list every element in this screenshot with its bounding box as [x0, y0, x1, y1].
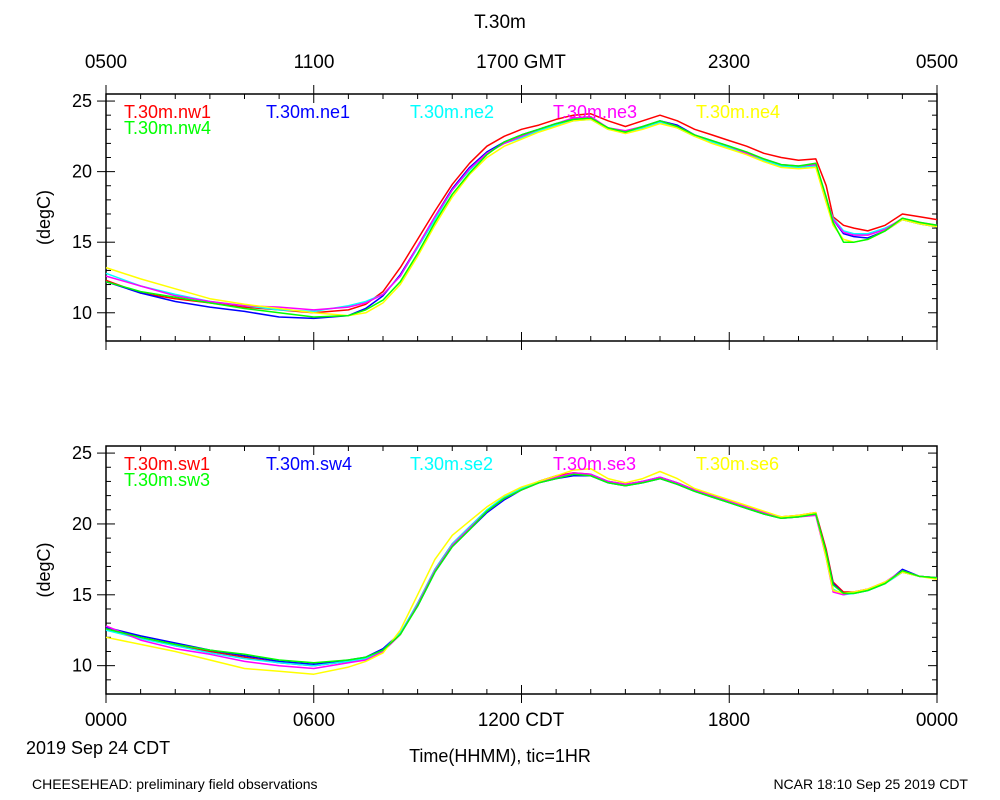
gmt-tick-label: 0500 [915, 52, 959, 73]
series-line-T.30m.sw4 [105, 475, 938, 665]
legend-entry: T.30m.ne4 [696, 102, 780, 122]
y-tick-label: 15 [72, 232, 92, 252]
series-line-T.30m.nw1 [105, 113, 938, 314]
series-line-T.30m.ne2 [105, 118, 938, 313]
y-tick-label: 25 [72, 443, 92, 463]
series-line-T.30m.sw1 [105, 472, 938, 667]
legend-entry: T.30m.sw1 [124, 454, 210, 474]
y-tick-label: 10 [72, 303, 92, 323]
series-line-T.30m.ne3 [105, 115, 938, 311]
legend-entry: T.30m.se6 [696, 454, 779, 474]
footer-source: CHEESEHEAD: preliminary field observatio… [32, 776, 318, 792]
cdt-tick-label: 1800 [707, 710, 751, 731]
y-axis-label: (degC) [34, 190, 54, 245]
cdt-tick-label: 0000 [915, 710, 959, 731]
series-line-T.30m.nw4 [105, 117, 938, 318]
cdt-tick-label: 1200 CDT [477, 710, 565, 731]
footer-timestamp: NCAR 18:10 Sep 25 2019 CDT [773, 776, 968, 792]
gmt-tick-label: 1100 [293, 52, 335, 73]
gmt-tick-label: 1700 GMT [476, 52, 566, 73]
top-panel: 10 15 20 25 (degC) T.30m.nw1 T.30m.ne1 T.30m.ne… [34, 85, 938, 350]
gmt-tick-label: 2300 [707, 52, 751, 73]
series-line-T.30m.se2 [105, 473, 938, 667]
legend-entry: T.30m.sw3 [124, 470, 210, 490]
legend-entry: T.30m.se3 [553, 454, 636, 474]
gmt-tick-label: 0500 [84, 52, 128, 73]
y-tick-label: 20 [72, 514, 92, 534]
legend-entry: T.30m.ne1 [266, 102, 350, 122]
legend-entry: T.30m.ne3 [553, 102, 637, 122]
cdt-tick-label: 0000 [84, 710, 128, 731]
legend-entry: T.30m.nw1 [124, 102, 211, 122]
series-line-T.30m.sw3 [105, 473, 938, 664]
y-tick-label: 25 [72, 91, 92, 111]
y-axis-label: (degC) [34, 542, 54, 597]
bottom-panel: 10 15 20 25 (degC) T.30m.sw1 T.30m.sw4 T.30m.se… [34, 443, 938, 703]
series-line-T.30m.ne1 [105, 117, 938, 320]
legend-entry: T.30m.sw4 [266, 454, 352, 474]
date-label: 2019 Sep 24 CDT [26, 738, 171, 758]
legend-entry: T.30m.se2 [410, 454, 493, 474]
series-line-T.30m.se6 [105, 467, 938, 675]
legend-entry: T.30m.nw4 [124, 118, 211, 138]
series-line-T.30m.ne4 [105, 118, 938, 317]
x-axis-label: Time(HHMM), tic=1HR [409, 746, 591, 766]
series-line-T.30m.se3 [105, 472, 938, 670]
y-tick-label: 20 [72, 162, 92, 182]
y-tick-label: 15 [72, 585, 92, 605]
legend-entry: T.30m.ne2 [410, 102, 494, 122]
chart-title: T.30m [474, 12, 526, 33]
y-tick-label: 10 [72, 656, 92, 676]
cdt-tick-label: 0600 [292, 710, 336, 731]
